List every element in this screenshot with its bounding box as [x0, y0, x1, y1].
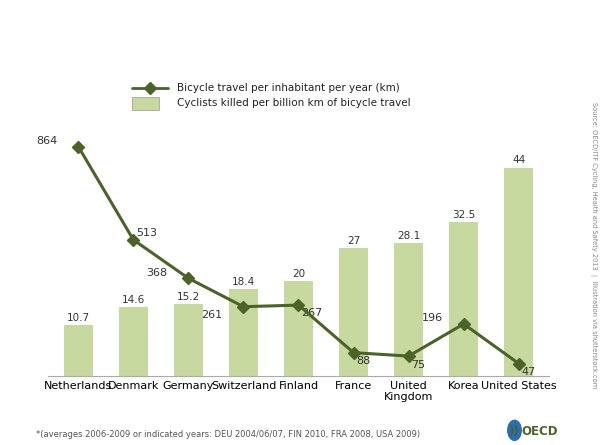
- Bar: [132, 97, 159, 109]
- Text: 28.1: 28.1: [397, 231, 420, 241]
- Text: 14.6: 14.6: [122, 295, 145, 304]
- Bar: [119, 307, 148, 376]
- Text: *(averages 2006-2009 or indicated years: DEU 2004/06/07, FIN 2010, FRA 2008, USA: *(averages 2006-2009 or indicated years:…: [36, 430, 420, 439]
- Text: Bicycle travel per inhabitant per year (km) and number of cyclists killed per bi: Bicycle travel per inhabitant per year (…: [41, 53, 586, 63]
- Text: Cycling and Safety: Cycling and Safety: [41, 15, 260, 35]
- Bar: [339, 248, 368, 376]
- Text: 88: 88: [356, 356, 371, 366]
- Text: 261: 261: [202, 310, 223, 320]
- Bar: [284, 281, 313, 376]
- Bar: [449, 222, 478, 376]
- Bar: [174, 304, 203, 376]
- Text: 75: 75: [412, 360, 425, 370]
- Text: OECD: OECD: [522, 425, 558, 438]
- Text: 32.5: 32.5: [452, 210, 475, 220]
- Circle shape: [508, 420, 521, 441]
- Bar: [229, 289, 258, 376]
- Text: 44: 44: [512, 155, 526, 166]
- Bar: [394, 243, 423, 376]
- Text: Cyclists killed per billion km of bicycle travel: Cyclists killed per billion km of bicycl…: [177, 98, 410, 108]
- Text: 513: 513: [136, 228, 157, 238]
- Text: 15.2: 15.2: [177, 292, 200, 302]
- Text: ): ): [18, 22, 28, 42]
- Bar: [64, 325, 92, 376]
- Bar: [505, 168, 533, 376]
- Text: 18.4: 18.4: [232, 277, 255, 287]
- Text: Source: OECD/ITF Cycling, Health and Safety 2013  |  Illustration via shuttersto: Source: OECD/ITF Cycling, Health and Saf…: [590, 101, 597, 388]
- Text: Bicycle travel per inhabitant per year (km): Bicycle travel per inhabitant per year (…: [177, 83, 400, 93]
- Text: 27: 27: [347, 236, 360, 246]
- Text: 10.7: 10.7: [67, 313, 90, 323]
- Text: 20: 20: [292, 269, 305, 279]
- Text: ): ): [11, 37, 20, 57]
- Text: 864: 864: [36, 136, 58, 146]
- Text: 47: 47: [521, 367, 536, 377]
- Text: ): ): [11, 8, 20, 28]
- Text: 196: 196: [422, 313, 443, 323]
- Text: 267: 267: [301, 308, 323, 318]
- Text: 368: 368: [146, 268, 167, 279]
- Text: )): )): [508, 425, 518, 438]
